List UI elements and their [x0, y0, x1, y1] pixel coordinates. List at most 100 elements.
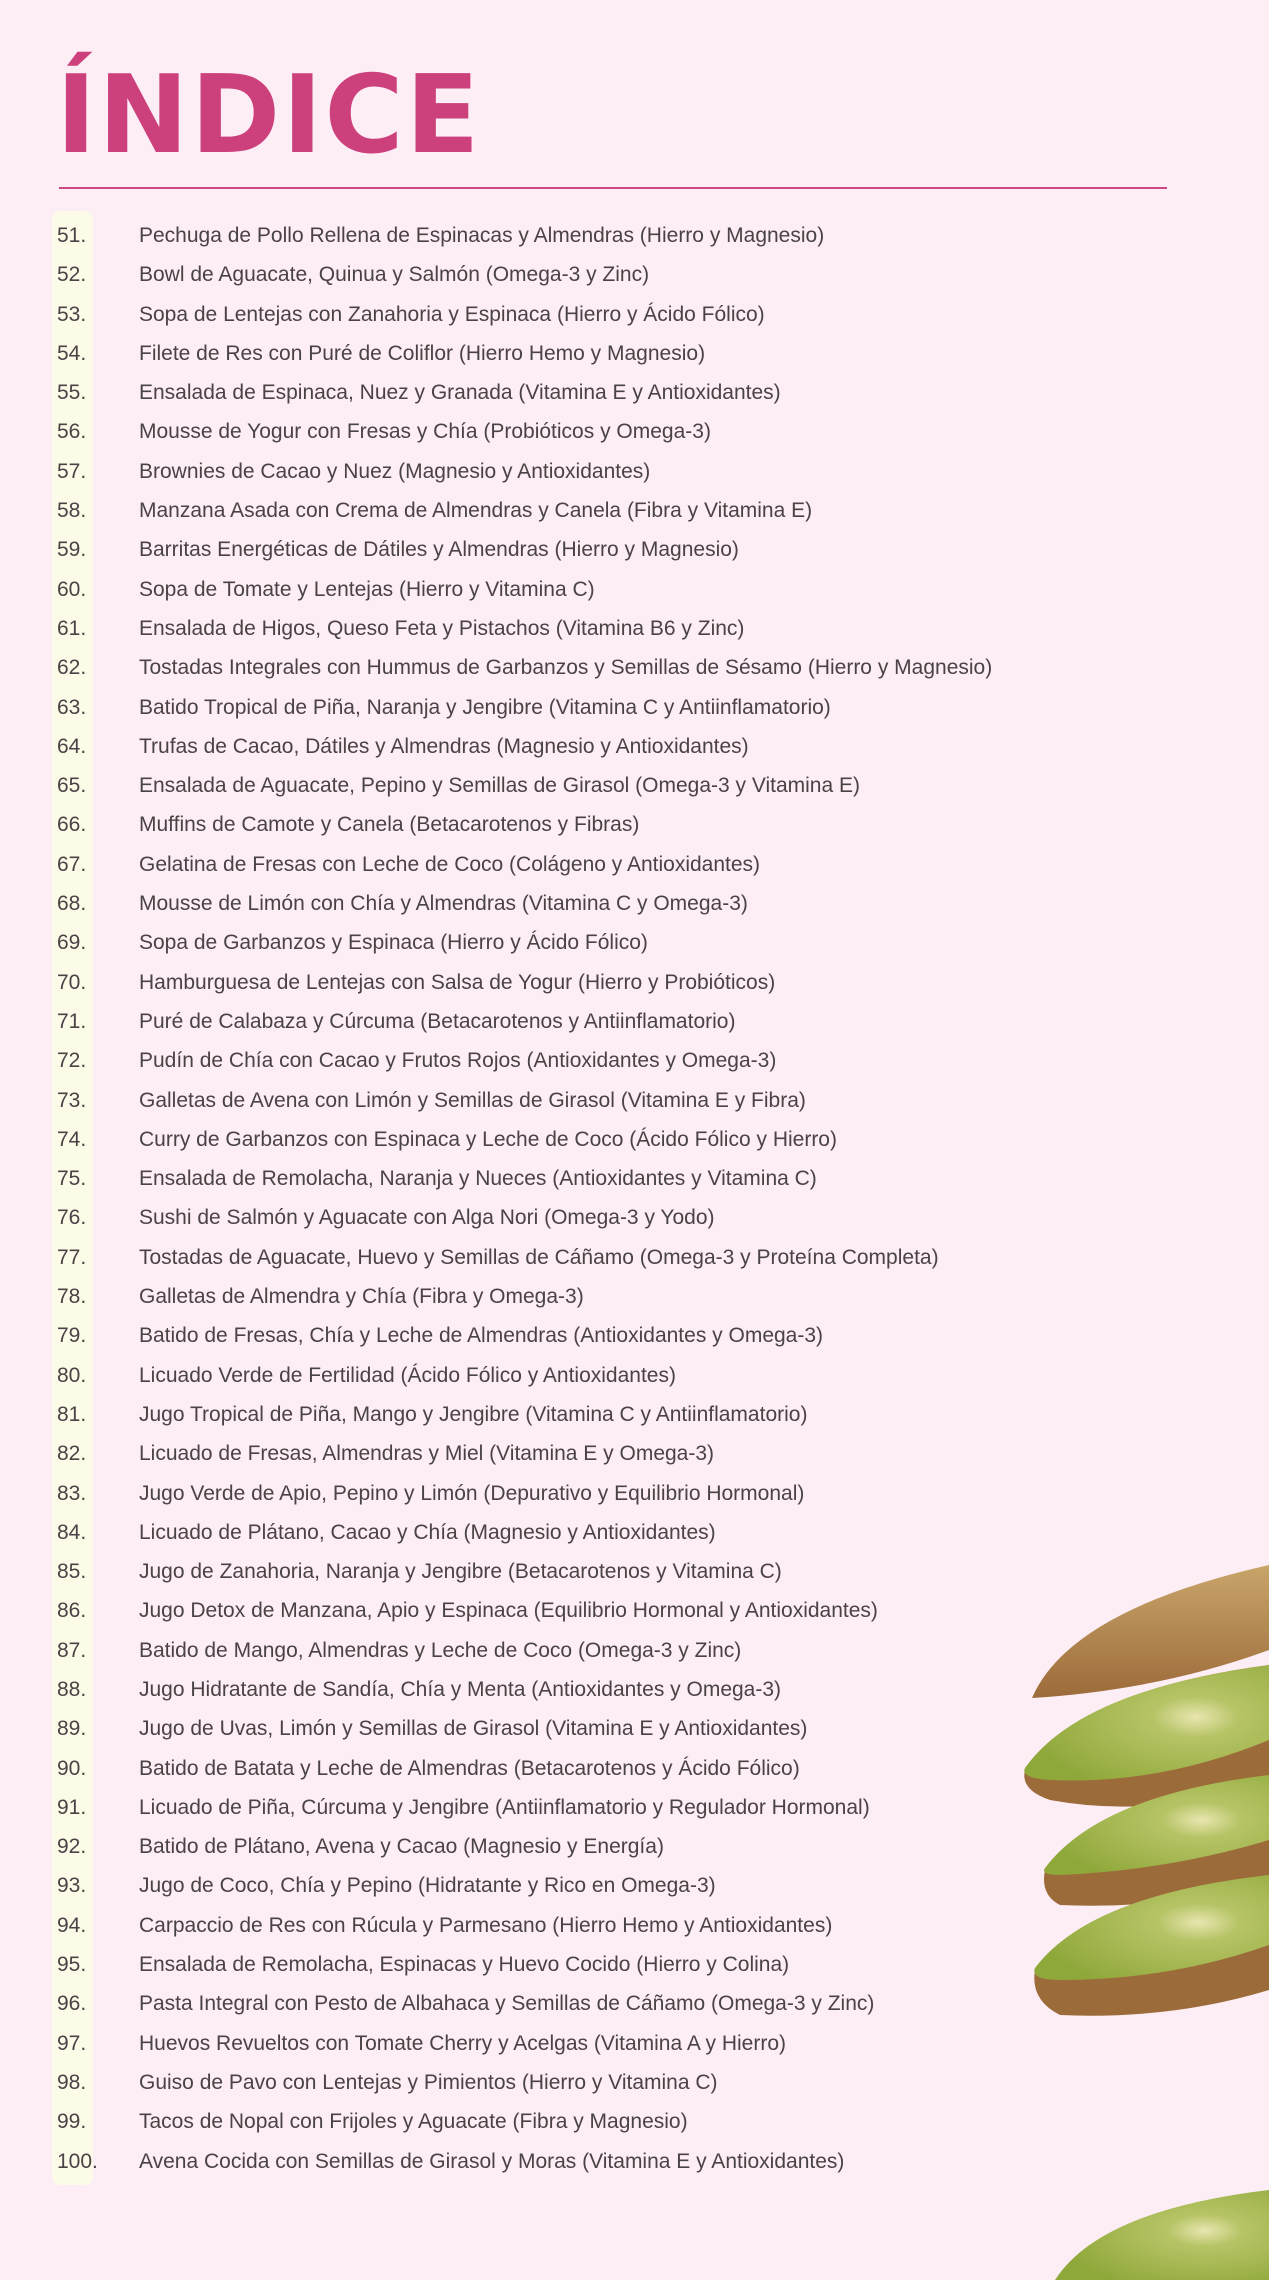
entry-number: 62. — [57, 656, 87, 680]
entry-number: 58. — [57, 499, 87, 523]
entry-title: Tostadas Integrales con Hummus de Garban… — [139, 656, 993, 680]
entry-number: 73. — [57, 1088, 87, 1112]
entry-title: Hamburguesa de Lentejas con Salsa de Yog… — [139, 970, 776, 994]
entry-title: Sushi de Salmón y Aguacate con Alga Nori… — [139, 1206, 715, 1230]
entry-title: Jugo Tropical de Piña, Mango y Jengibre … — [139, 1402, 808, 1426]
entry-number: 86. — [57, 1599, 87, 1623]
entry-number: 55. — [57, 381, 87, 405]
entry-number: 63. — [57, 695, 87, 719]
entry-number: 87. — [57, 1638, 87, 1662]
entry-number: 67. — [57, 852, 87, 876]
entry-title: Bowl de Aguacate, Quinua y Salmón (Omega… — [139, 263, 650, 287]
kiwi-slice — [1044, 1775, 1269, 1906]
entry-number: 76. — [57, 1206, 87, 1230]
entry-title: Sopa de Garbanzos y Espinaca (Hierro y Á… — [139, 931, 648, 955]
kiwi-slice — [1055, 2190, 1269, 2280]
entry-title: Licuado Verde de Fertilidad (Ácido Fólic… — [139, 1363, 676, 1387]
entry-title: Batido de Batata y Leche de Almendras (B… — [139, 1756, 800, 1780]
entry-number: 95. — [57, 1953, 87, 1977]
entry-title: Puré de Calabaza y Cúrcuma (Betacaroteno… — [139, 1009, 736, 1033]
entry-number: 52. — [57, 263, 87, 287]
entry-number: 72. — [57, 1049, 87, 1073]
entry-number: 79. — [57, 1324, 87, 1348]
entry-title: Jugo Verde de Apio, Pepino y Limón (Depu… — [139, 1481, 805, 1505]
entry-number: 56. — [57, 420, 87, 444]
entry-title: Batido de Fresas, Chía y Leche de Almend… — [139, 1324, 824, 1348]
entry-title: Carpaccio de Res con Rúcula y Parmesano … — [139, 1913, 833, 1937]
entry-title: Manzana Asada con Crema de Almendras y C… — [139, 499, 813, 523]
entry-title: Jugo Detox de Manzana, Apio y Espinaca (… — [139, 1599, 878, 1623]
kiwi-slice — [1024, 1665, 1269, 1807]
entry-title: Mousse de Limón con Chía y Almendras (Vi… — [139, 892, 748, 916]
entry-number: 77. — [57, 1245, 87, 1269]
entry-title: Gelatina de Fresas con Leche de Coco (Co… — [139, 852, 761, 876]
kiwi-slice — [1034, 1875, 1269, 2016]
entry-number: 69. — [57, 931, 87, 955]
entry-number: 100. — [57, 2149, 98, 2173]
entry-title: Muffins de Camote y Canela (Betacaroteno… — [139, 813, 640, 837]
title-divider — [59, 187, 1167, 189]
entry-number: 83. — [57, 1481, 87, 1505]
entry-number: 54. — [57, 341, 87, 365]
entry-title: Ensalada de Remolacha, Espinacas y Huevo… — [139, 1953, 790, 1977]
entry-title: Galletas de Almendra y Chía (Fibra y Ome… — [139, 1285, 584, 1309]
entry-title: Batido Tropical de Piña, Naranja y Jengi… — [139, 695, 831, 719]
entry-title: Tacos de Nopal con Frijoles y Aguacate (… — [139, 2110, 688, 2134]
entry-number: 94. — [57, 1913, 87, 1937]
entry-title: Tostadas de Aguacate, Huevo y Semillas d… — [139, 1245, 939, 1269]
entry-number: 96. — [57, 1992, 87, 2016]
entry-number: 70. — [57, 970, 87, 994]
entry-number: 61. — [57, 616, 87, 640]
entry-number: 74. — [57, 1127, 87, 1151]
entry-title: Batido de Mango, Almendras y Leche de Co… — [139, 1638, 742, 1662]
entry-number: 60. — [57, 577, 87, 601]
entry-title: Pudín de Chía con Cacao y Frutos Rojos (… — [139, 1049, 777, 1073]
number-column-background — [52, 211, 93, 2185]
page-title: ÍNDICE — [56, 53, 482, 178]
entry-number: 84. — [57, 1520, 87, 1544]
entry-title: Curry de Garbanzos con Espinaca y Leche … — [139, 1127, 837, 1151]
entry-number: 89. — [57, 1717, 87, 1741]
entry-title: Pasta Integral con Pesto de Albahaca y S… — [139, 1992, 875, 2016]
entry-title: Jugo Hidratante de Sandía, Chía y Menta … — [139, 1677, 782, 1701]
entry-number: 57. — [57, 459, 87, 483]
entry-number: 53. — [57, 302, 87, 326]
entry-number: 64. — [57, 734, 87, 758]
entry-title: Jugo de Uvas, Limón y Semillas de Giraso… — [139, 1717, 808, 1741]
entry-title: Licuado de Piña, Cúrcuma y Jengibre (Ant… — [139, 1795, 870, 1819]
entry-number: 81. — [57, 1402, 87, 1426]
entry-number: 68. — [57, 892, 87, 916]
entry-title: Batido de Plátano, Avena y Cacao (Magnes… — [139, 1835, 664, 1859]
entry-title: Ensalada de Higos, Queso Feta y Pistacho… — [139, 616, 745, 640]
entry-title: Sopa de Lentejas con Zanahoria y Espinac… — [139, 302, 765, 326]
entry-title: Ensalada de Remolacha, Naranja y Nueces … — [139, 1167, 817, 1191]
entry-number: 97. — [57, 2031, 87, 2055]
entry-number: 91. — [57, 1795, 87, 1819]
entry-number: 51. — [57, 224, 87, 247]
entry-number: 82. — [57, 1442, 87, 1466]
entry-number: 80. — [57, 1363, 87, 1387]
entry-number: 92. — [57, 1835, 87, 1859]
entry-title: Galletas de Avena con Limón y Semillas d… — [139, 1088, 806, 1112]
entry-number: 75. — [57, 1167, 87, 1191]
entry-title: Filete de Res con Puré de Coliflor (Hier… — [139, 341, 706, 365]
entry-title: Ensalada de Aguacate, Pepino y Semillas … — [139, 774, 860, 798]
entry-title: Jugo de Zanahoria, Naranja y Jengibre (B… — [139, 1560, 782, 1584]
entry-number: 93. — [57, 1874, 87, 1898]
entry-number: 85. — [57, 1560, 87, 1584]
entry-number: 78. — [57, 1285, 87, 1309]
entry-title: Trufas de Cacao, Dátiles y Almendras (Ma… — [139, 734, 749, 758]
entry-title: Jugo de Coco, Chía y Pepino (Hidratante … — [139, 1874, 716, 1898]
entry-title: Ensalada de Espinaca, Nuez y Granada (Vi… — [139, 381, 781, 405]
entry-title: Licuado de Fresas, Almendras y Miel (Vit… — [139, 1442, 715, 1466]
entry-number: 98. — [57, 2070, 87, 2094]
entry-title: Barritas Energéticas de Dátiles y Almend… — [139, 538, 739, 562]
entry-number: 99. — [57, 2110, 87, 2134]
entry-title: Sopa de Tomate y Lentejas (Hierro y Vita… — [139, 577, 595, 601]
entry-title: Pechuga de Pollo Rellena de Espinacas y … — [139, 224, 825, 247]
entry-title: Huevos Revueltos con Tomate Cherry y Ace… — [139, 2031, 787, 2055]
entry-number: 59. — [57, 538, 87, 562]
entry-number: 65. — [57, 774, 87, 798]
kiwi-top-half — [1032, 1565, 1269, 1698]
entry-title: Licuado de Plátano, Cacao y Chía (Magnes… — [139, 1520, 716, 1544]
